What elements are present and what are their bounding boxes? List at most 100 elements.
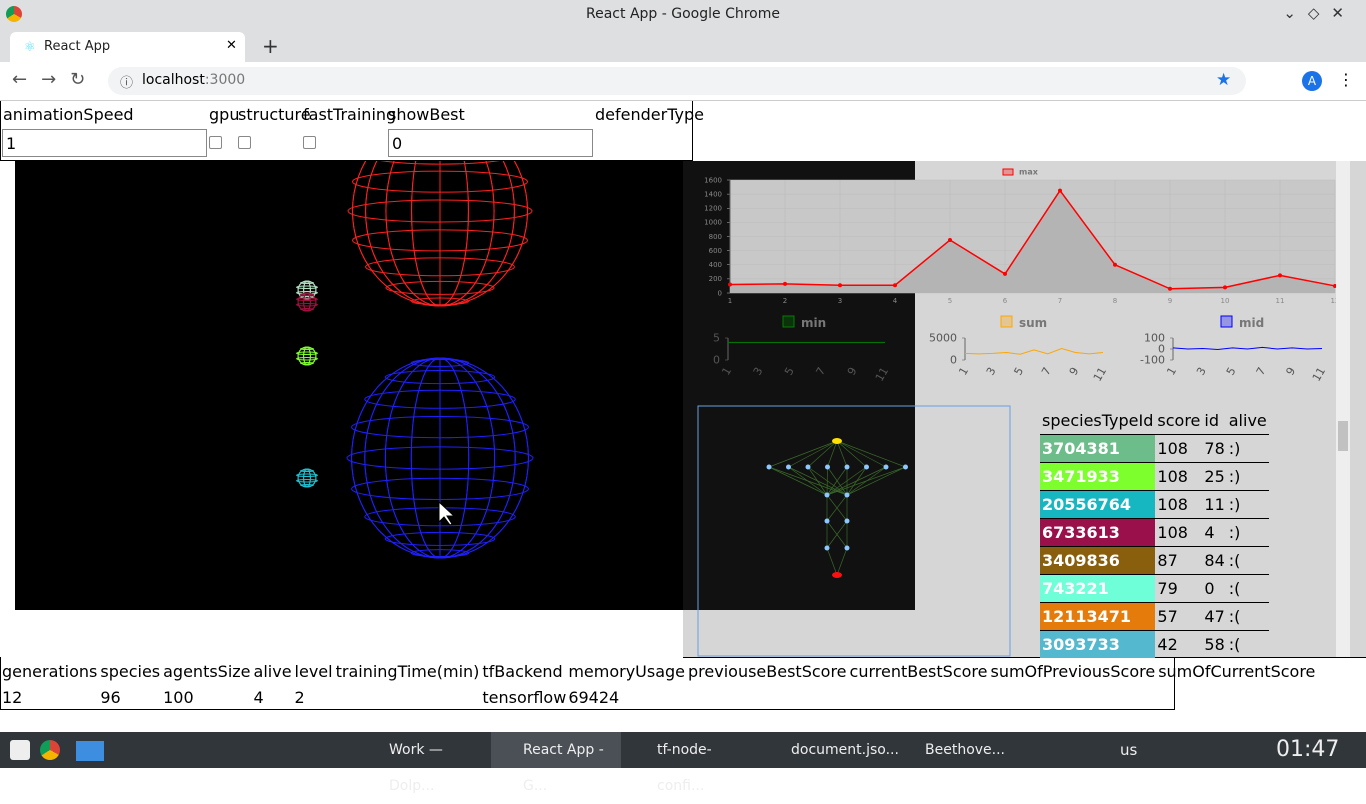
cell: 87 [1155, 546, 1203, 575]
avatar[interactable]: A [1302, 71, 1322, 91]
x-tick-label: 11 [873, 365, 891, 384]
gpu-checkbox[interactable] [209, 136, 222, 149]
legend-box [1002, 168, 1014, 176]
fast-training-checkbox[interactable] [303, 136, 316, 149]
x-tick-label: 2 [783, 297, 787, 305]
wire [380, 161, 500, 165]
wire [347, 199, 533, 223]
wire [351, 415, 529, 439]
wire [365, 257, 515, 277]
cell: :( [1226, 602, 1269, 631]
edge [826, 466, 906, 496]
control-label: defenderType [595, 105, 704, 124]
species-table: speciesTypeId score id alive 3704381 108 78:) 3… [1040, 407, 1269, 658]
clock[interactable]: 01:47 [1276, 737, 1340, 762]
cell: 78 [1202, 434, 1227, 463]
wire [300, 362, 314, 365]
point [838, 283, 842, 288]
node [832, 572, 842, 578]
x-tick-label: 6 [1003, 297, 1008, 305]
x-tick-label: 9 [1168, 297, 1172, 305]
wire [351, 357, 529, 559]
stat-header: species [100, 661, 161, 681]
point [1223, 285, 1227, 290]
edge [826, 520, 848, 549]
url-host: localhost [142, 72, 205, 88]
legend-label: mid [1239, 316, 1264, 330]
node [844, 518, 850, 524]
cell: 57 [1155, 602, 1203, 631]
task-item[interactable]: document.jso... [791, 742, 899, 758]
wire [300, 347, 314, 350]
task-item[interactable]: Work — Dolp... [389, 742, 443, 794]
point [948, 238, 952, 243]
x-tick-label: 7 [1058, 297, 1062, 305]
cell: 6733613 [1040, 518, 1156, 547]
react-icon: ⚛ [24, 40, 36, 55]
cell: 11 [1202, 490, 1227, 519]
info-icon: ⓘ [120, 76, 134, 91]
point [1003, 271, 1007, 276]
cell: 3471933 [1040, 462, 1156, 491]
cell: 0 [1202, 574, 1227, 603]
task-item[interactable]: React App - G... [491, 732, 621, 794]
tab[interactable]: ⚛ React App ✕ [10, 32, 245, 62]
chrome-launcher[interactable] [40, 740, 60, 760]
launcher[interactable] [10, 740, 30, 760]
y-tick-label: 0 [950, 354, 957, 367]
cursor [438, 500, 456, 526]
title-bar: React App - Google Chrome ⌄◇✕ [0, 0, 1366, 29]
point [1333, 283, 1336, 288]
stat-value [1157, 684, 1317, 710]
stat-value: 100 [163, 687, 194, 707]
stat-header: sumOfCurrentScore [1158, 661, 1316, 681]
scene[interactable] [15, 161, 683, 610]
stat-value [849, 684, 990, 710]
y-tick-label: 1400 [704, 190, 722, 198]
tab-close[interactable]: ✕ [226, 38, 237, 53]
menu[interactable]: ⋮ [1338, 70, 1354, 89]
control-label: showBest [388, 105, 465, 124]
files-launcher[interactable] [76, 741, 104, 761]
address-bar[interactable]: ⓘ localhost:3000 ★ [108, 67, 1246, 95]
series-line [729, 189, 1336, 290]
edge [836, 440, 906, 468]
edge [827, 440, 838, 468]
row: 743221 79 0:( [1040, 574, 1269, 603]
scroll-thumb[interactable] [1338, 421, 1348, 451]
task-item[interactable]: Beethove... [925, 742, 1006, 758]
stat-value: 12 [2, 687, 23, 707]
cell: 3704381 [1040, 434, 1156, 463]
cell: 20556764 [1040, 490, 1156, 519]
legend-label: max [1019, 168, 1039, 177]
row: 3471933 108 25:) [1040, 462, 1269, 491]
scrollbar[interactable] [1336, 161, 1350, 657]
animation-speed-input[interactable]: 1 [2, 129, 207, 157]
row: 3409836 87 84:( [1040, 546, 1269, 575]
wire [296, 303, 318, 307]
structure-checkbox[interactable] [238, 136, 251, 149]
show-best-input[interactable]: 0 [388, 129, 593, 157]
node [844, 492, 850, 498]
nav-buttons[interactable]: ←→↻ [12, 69, 100, 90]
legend-box [782, 315, 795, 328]
y-tick-label: 0 [713, 354, 720, 367]
new-tab[interactable]: + [262, 34, 279, 58]
wire [296, 357, 318, 361]
cell: :( [1226, 574, 1269, 603]
control-label: fastTraining [303, 105, 397, 124]
star[interactable]: ★ [1216, 70, 1232, 90]
x-tick-label: 3 [838, 297, 842, 305]
wire [352, 161, 528, 307]
series-line [1172, 346, 1323, 351]
window-buttons[interactable]: ⌄◇✕ [1283, 4, 1356, 22]
keyboard-layout[interactable]: us [1120, 741, 1138, 759]
x-tick-label: 10 [1221, 297, 1230, 305]
cell: 58 [1202, 630, 1227, 658]
task-item[interactable]: tf-node-confi... [657, 742, 712, 794]
node [824, 518, 830, 524]
x-tick-label: 5 [1012, 365, 1027, 378]
stat-header: generations [2, 661, 98, 681]
